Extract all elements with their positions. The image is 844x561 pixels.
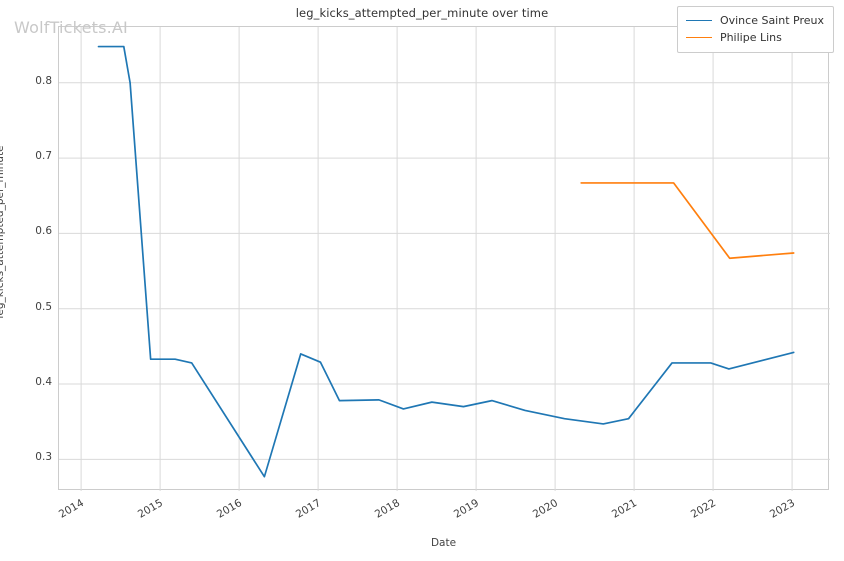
plot-area (58, 26, 830, 491)
chart-legend[interactable]: Ovince Saint Preux Philipe Lins (676, 6, 834, 53)
y-tick-label: 0.7 (35, 150, 52, 163)
y-tick-label: 0.8 (35, 74, 52, 87)
chart-title: leg_kicks_attempted_per_minute over time (295, 6, 549, 20)
x-tick-label: 2016 (214, 497, 245, 521)
x-tick-label: 2018 (372, 497, 403, 521)
y-tick-label: 0.5 (35, 300, 52, 313)
legend-label: Ovince Saint Preux (719, 14, 824, 27)
x-tick-label: 2017 (293, 497, 324, 521)
legend-item[interactable]: Philipe Lins (685, 29, 824, 46)
y-axis-label-wrapper: leg_kicks_attempted_per_minute (0, 0, 16, 464)
grid-lines (59, 27, 830, 491)
x-tick-label: 2019 (451, 497, 482, 521)
legend-item[interactable]: Ovince Saint Preux (685, 12, 824, 29)
x-tick-label: 2022 (688, 497, 719, 521)
series-line-philipe-lins (580, 182, 795, 260)
legend-line-swatch-philipe-lins (685, 37, 712, 38)
y-tick-label: 0.4 (35, 376, 52, 389)
x-tick-label: 2021 (609, 497, 640, 521)
y-tick-label: 0.6 (35, 225, 52, 238)
x-tick-label: 2014 (56, 497, 87, 521)
x-tick-label: 2015 (135, 497, 166, 521)
legend-label: Philipe Lins (719, 31, 782, 44)
y-tick-label: 0.3 (35, 451, 52, 464)
x-tick-label: 2023 (767, 497, 798, 521)
plot-canvas (59, 27, 830, 491)
x-axis-label: Date (430, 537, 457, 549)
series-lines (97, 45, 795, 478)
series-line-ovince-saint-preux (97, 45, 795, 478)
legend-line-swatch-ovince-saint-preux (685, 20, 712, 21)
x-tick-label: 2020 (530, 497, 561, 521)
y-axis-label: leg_kicks_attempted_per_minute (0, 145, 6, 319)
